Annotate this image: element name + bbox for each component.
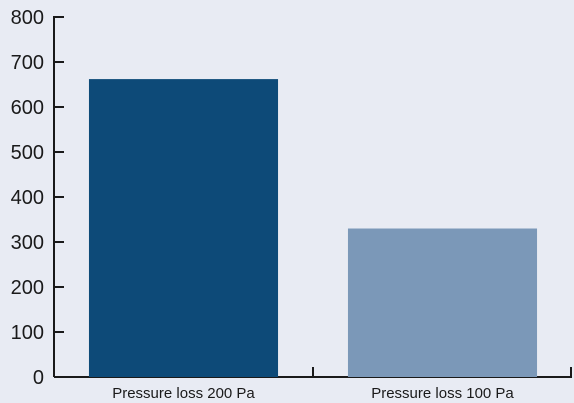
y-tick-label: 400 — [11, 187, 44, 209]
y-tick-label: 100 — [11, 322, 44, 344]
bar — [347, 228, 538, 377]
y-tick-label: 500 — [11, 142, 44, 164]
y-tick-label: 300 — [11, 232, 44, 254]
bars — [88, 79, 538, 377]
x-category-label: Pressure loss 200 Pa — [112, 385, 255, 402]
y-tick-label: 200 — [11, 277, 44, 299]
x-category-label: Pressure loss 100 Pa — [371, 385, 514, 402]
bar — [88, 79, 279, 377]
labels: 0 100 200 300 400 500 600 700 800 Pressure loss 2… — [11, 7, 515, 402]
y-tick-label: 600 — [11, 97, 44, 119]
y-tick-label: 800 — [11, 7, 44, 29]
y-tick-label: 0 — [33, 367, 44, 389]
y-tick-label: 700 — [11, 52, 44, 74]
